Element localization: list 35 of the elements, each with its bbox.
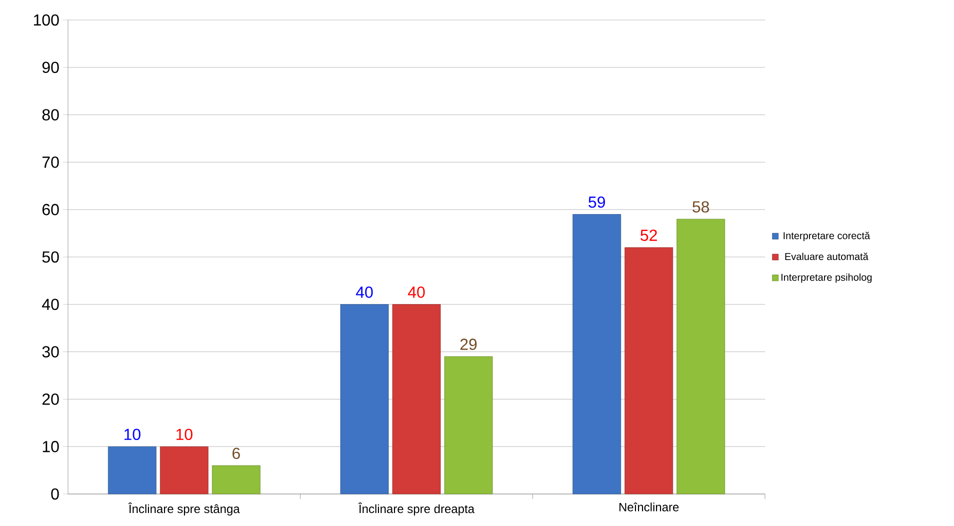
bar	[160, 446, 208, 494]
bar	[444, 356, 493, 494]
data-label: 40	[408, 286, 425, 298]
data-label: 59	[588, 196, 605, 208]
data-label: 6	[232, 448, 240, 460]
data-label: 10	[176, 428, 192, 440]
bar	[624, 247, 674, 494]
y-tick-label: 90	[42, 62, 59, 74]
legend-label: Interpretare psiholog	[781, 273, 872, 283]
data-label: 10	[124, 428, 140, 440]
y-tick-label: 60	[42, 204, 59, 216]
bar	[572, 214, 622, 494]
data-label: 58	[692, 201, 710, 213]
bar	[676, 218, 726, 494]
y-tick-label: 100	[34, 14, 59, 26]
bar	[108, 446, 156, 494]
bar	[392, 304, 441, 494]
y-tick-label: 30	[42, 346, 59, 358]
y-tick-label: 70	[42, 156, 59, 168]
data-label: 40	[356, 286, 373, 298]
data-label: 52	[640, 230, 657, 241]
x-tick-label: Neînclinare	[619, 502, 679, 512]
bar	[212, 465, 260, 494]
x-tick-label: Înclinare spre dreapta	[358, 502, 474, 516]
y-tick-label: 40	[42, 298, 59, 310]
y-tick-label: 20	[42, 394, 59, 405]
y-tick-label: 10	[42, 440, 59, 452]
y-tick-label: 50	[42, 251, 59, 263]
legend-label: Evaluare automată	[785, 252, 868, 260]
data-label: 29	[460, 338, 477, 350]
y-tick-label: 80	[42, 109, 59, 120]
y-tick-label: 0	[51, 488, 59, 500]
bar	[340, 304, 389, 494]
legend-label: Interpretare corectă	[784, 232, 870, 242]
x-tick-label: Înclinare spre stânga	[128, 502, 240, 516]
